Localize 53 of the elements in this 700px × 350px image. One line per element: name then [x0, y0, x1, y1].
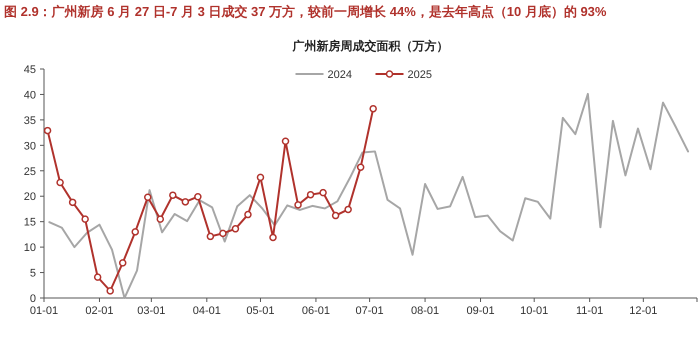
point [56, 178, 64, 186]
point [319, 188, 327, 196]
point [369, 104, 377, 112]
point [256, 174, 264, 182]
x-tick-label: 06-01 [302, 305, 330, 317]
point [206, 232, 214, 240]
point [232, 225, 240, 233]
point [269, 234, 277, 242]
x-tick-label: 02-01 [85, 305, 114, 317]
point [344, 206, 352, 214]
x-tick-label: 08-01 [410, 305, 440, 317]
y-tick-label: 15 [24, 216, 36, 229]
point [219, 230, 227, 238]
point [144, 193, 152, 201]
point [332, 212, 340, 220]
point [68, 198, 76, 206]
x-tick-label: 04-01 [192, 305, 221, 317]
point [356, 163, 364, 171]
x-tick-label: 05-01 [246, 305, 275, 317]
point [169, 191, 177, 199]
point [306, 190, 314, 198]
point [118, 259, 126, 267]
legend-label: 2024 [328, 69, 352, 81]
y-tick-label: 30 [24, 140, 36, 152]
point [194, 192, 202, 200]
point [244, 210, 252, 218]
y-tick-label: 0 [30, 293, 36, 305]
y-tick-label: 25 [24, 166, 36, 178]
y-tick-label: 45 [24, 64, 36, 76]
x-tick-label: 03-01 [137, 305, 166, 317]
point [282, 138, 290, 146]
x-tick-label: 10-01 [520, 305, 548, 317]
x-tick-label: 09-01 [466, 305, 495, 317]
point [106, 287, 114, 295]
chart-subtitle: 广州新房周成交面积（万方） [292, 39, 448, 53]
x-tick-label: 07-01 [356, 305, 384, 317]
y-tick-label: 20 [24, 191, 36, 204]
chart-title: 图 2.9：广州新房 6 月 27 日-7 月 3 日成交 37 万方，较前一周增长 44%，是去年高点（10 月底）的 93% [4, 4, 607, 19]
x-tick-label: 01-01 [30, 305, 58, 317]
x-tick-label: 11-01 [576, 305, 604, 317]
legend-label: 2025 [408, 69, 432, 81]
point [182, 198, 190, 206]
point [94, 273, 102, 281]
point [81, 215, 89, 223]
point [44, 126, 52, 134]
point [156, 215, 164, 223]
y-tick-label: 10 [24, 242, 36, 254]
point [294, 201, 302, 209]
y-tick-label: 5 [30, 268, 36, 280]
point [131, 228, 139, 236]
x-tick-label: 12-01 [629, 305, 658, 317]
y-tick-label: 35 [24, 114, 36, 127]
y-tick-label: 40 [24, 89, 36, 102]
